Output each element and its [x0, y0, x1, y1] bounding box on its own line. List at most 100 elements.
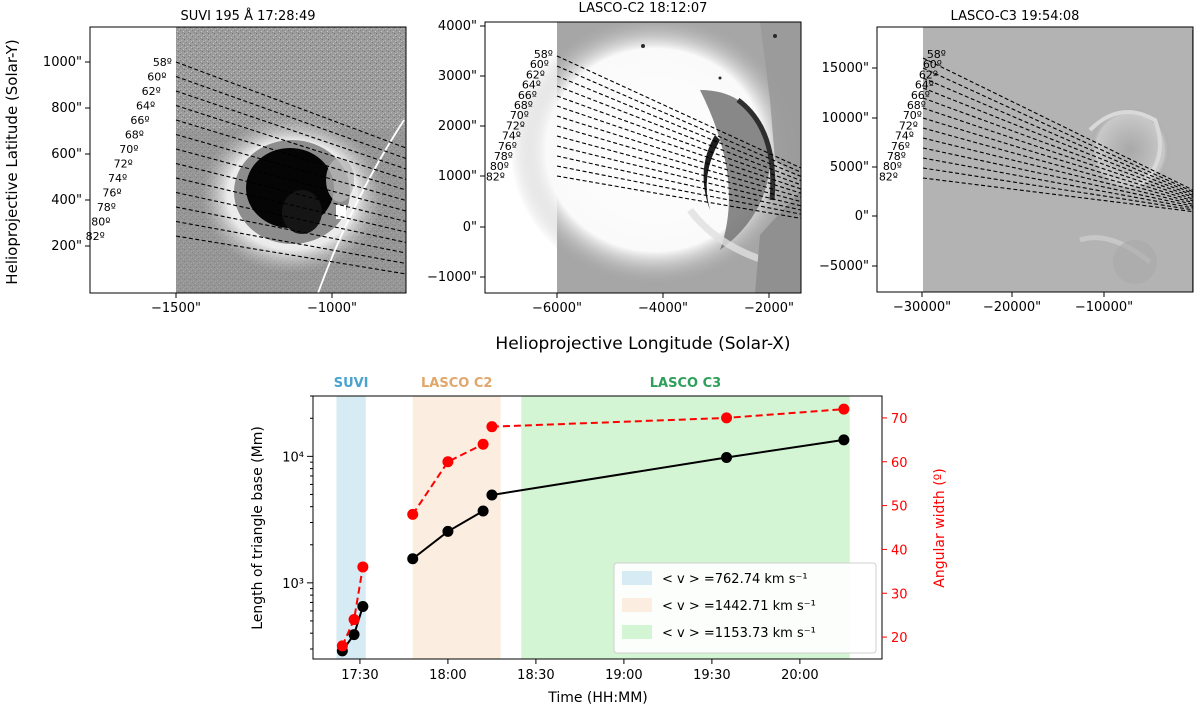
- angle-label: 58º: [927, 48, 946, 61]
- angle-ray: [175, 119, 407, 191]
- x-tick-label: 19:00: [605, 668, 642, 683]
- data-point: [486, 421, 498, 433]
- y2-tick-label: 50: [891, 500, 908, 515]
- lasco-c3-x-axis: −30000" −20000" −10000": [893, 292, 1133, 315]
- legend-label: < v > =1153.73 km s⁻¹: [662, 626, 816, 641]
- angle-ray: [175, 191, 407, 244]
- band-labels: SUVI LASCO C2 LASCO C3: [334, 376, 721, 391]
- angle-label: 62º: [919, 68, 938, 81]
- suvi-axes-frame: [89, 26, 407, 294]
- lasco-c2-y-tick-label: 0": [463, 220, 477, 235]
- band-label: SUVI: [334, 376, 369, 391]
- lasco-c2-x-tick-label: −2000": [744, 301, 794, 316]
- angle-label: 82º: [486, 170, 505, 183]
- suvi-x-axis: −1500" −1000": [151, 293, 357, 316]
- angle-label: 60º: [147, 71, 166, 84]
- angle-label: 68º: [907, 99, 926, 112]
- band-label: LASCO C2: [421, 376, 492, 391]
- data-point: [348, 629, 360, 641]
- legend-label: < v > =762.74 km s⁻¹: [662, 572, 808, 587]
- panel-lasco-c2: 58º60º62º64º66º68º70º72º74º76º78º80º82º …: [427, 1, 802, 316]
- lasco-c3-y-tick-label: 10000": [822, 111, 869, 126]
- angle-ray: [922, 147, 1194, 207]
- chart-x-label: Time (HH:MM): [547, 690, 648, 706]
- chart-y2-axis: 20 30 40 50 60 70: [882, 412, 908, 646]
- angle-ray: [922, 137, 1194, 205]
- x-tick-label: 19:30: [693, 668, 730, 683]
- top-y-axis-label: Helioprojective Latitude (Solar-Y): [3, 39, 21, 284]
- data-point: [442, 456, 454, 468]
- angle-ray: [922, 57, 1194, 191]
- angle-label: 64º: [136, 100, 155, 113]
- angle-label: 76º: [891, 140, 910, 153]
- panel-suvi: 58º60º62º64º66º68º70º72º74º76º78º80º82º …: [43, 8, 407, 316]
- angle-label: 72º: [114, 158, 133, 171]
- x-tick-label: 18:30: [517, 668, 554, 683]
- lasco-c2-y-tick-label: 2000": [438, 119, 477, 134]
- lasco-c2-y-axis: 4000" 3000" 2000" 1000" 0" −1000": [427, 19, 485, 285]
- angle-ray: [922, 167, 1194, 211]
- angle-ray: [175, 61, 407, 149]
- angle-label: 58º: [153, 56, 172, 69]
- legend-label: < v > =1442.71 km s⁻¹: [662, 599, 816, 614]
- lasco-c3-axes-frame: [876, 26, 1194, 293]
- angle-label: 66º: [130, 114, 149, 127]
- angle-label: 78º: [97, 201, 116, 214]
- suvi-x-tick-label: −1000": [307, 301, 357, 316]
- angle-label: 74º: [108, 172, 127, 185]
- data-point: [407, 553, 419, 565]
- chart-x-axis: 17:30 18:00 18:30 19:00 19:30 20:00: [341, 659, 819, 683]
- angle-ray: [556, 55, 802, 169]
- angle-ray: [175, 177, 407, 233]
- lasco-c3-x-tick-label: −30000": [893, 300, 951, 315]
- y2-tick-label: 30: [891, 587, 908, 602]
- lasco-c2-angle-rays: [556, 55, 802, 219]
- angle-ray: [922, 67, 1194, 193]
- lasco-c2-title: LASCO-C2 18:12:07: [579, 1, 708, 16]
- angle-ray: [556, 165, 802, 215]
- y-tick-label: 10⁴: [282, 450, 304, 465]
- angle-ray: [922, 87, 1194, 196]
- angle-ray: [175, 206, 407, 254]
- lasco-c3-angle-rays: [922, 57, 1194, 213]
- angle-ray: [556, 85, 802, 182]
- data-point: [477, 438, 489, 450]
- angle-ray: [175, 133, 407, 202]
- lasco-c2-y-tick-label: −1000": [427, 270, 477, 285]
- angle-label: 78º: [887, 150, 906, 163]
- suvi-title: SUVI 195 Å 17:28:49: [181, 8, 316, 24]
- chart-legend: < v > =762.74 km s⁻¹ < v > =1442.71 km s⁻…: [613, 562, 877, 654]
- angle-label: 78º: [494, 150, 513, 163]
- lasco-c2-y-tick-label: 3000": [438, 69, 477, 84]
- angle-ray: [556, 175, 802, 219]
- angle-ray: [556, 115, 802, 194]
- angle-label: 60º: [530, 58, 549, 71]
- data-point: [477, 505, 489, 517]
- data-point: [336, 640, 348, 652]
- suvi-y-tick-label: 200": [51, 239, 82, 254]
- lasco-c2-x-tick-label: −4000": [638, 301, 688, 316]
- suvi-image: [90, 27, 406, 293]
- angle-ray: [922, 97, 1194, 198]
- suvi-y-tick-label: 600": [51, 147, 82, 162]
- angle-label: 70º: [510, 109, 529, 122]
- angle-label: 62º: [526, 68, 545, 81]
- angle-ray: [922, 117, 1194, 202]
- y-tick-label: 10³: [282, 577, 304, 592]
- suvi-angle-rays: [175, 61, 407, 275]
- x-tick-label: 18:00: [429, 668, 466, 683]
- x-tick-label: 20:00: [781, 668, 818, 683]
- angle-label: 68º: [125, 129, 144, 142]
- lasco-c3-y-tick-label: 15000": [822, 61, 869, 76]
- angle-label: 80º: [490, 160, 509, 173]
- angle-label: 80º: [91, 216, 110, 229]
- angle-label: 70º: [903, 109, 922, 122]
- lasco-c3-y-tick-label: 0": [855, 209, 869, 224]
- lasco-c2-axes-frame: [484, 21, 802, 294]
- lasco-c2-y-tick-label: 4000": [438, 19, 477, 34]
- angle-ray: [556, 105, 802, 190]
- angle-label: 62º: [142, 85, 161, 98]
- angle-ray: [556, 95, 802, 186]
